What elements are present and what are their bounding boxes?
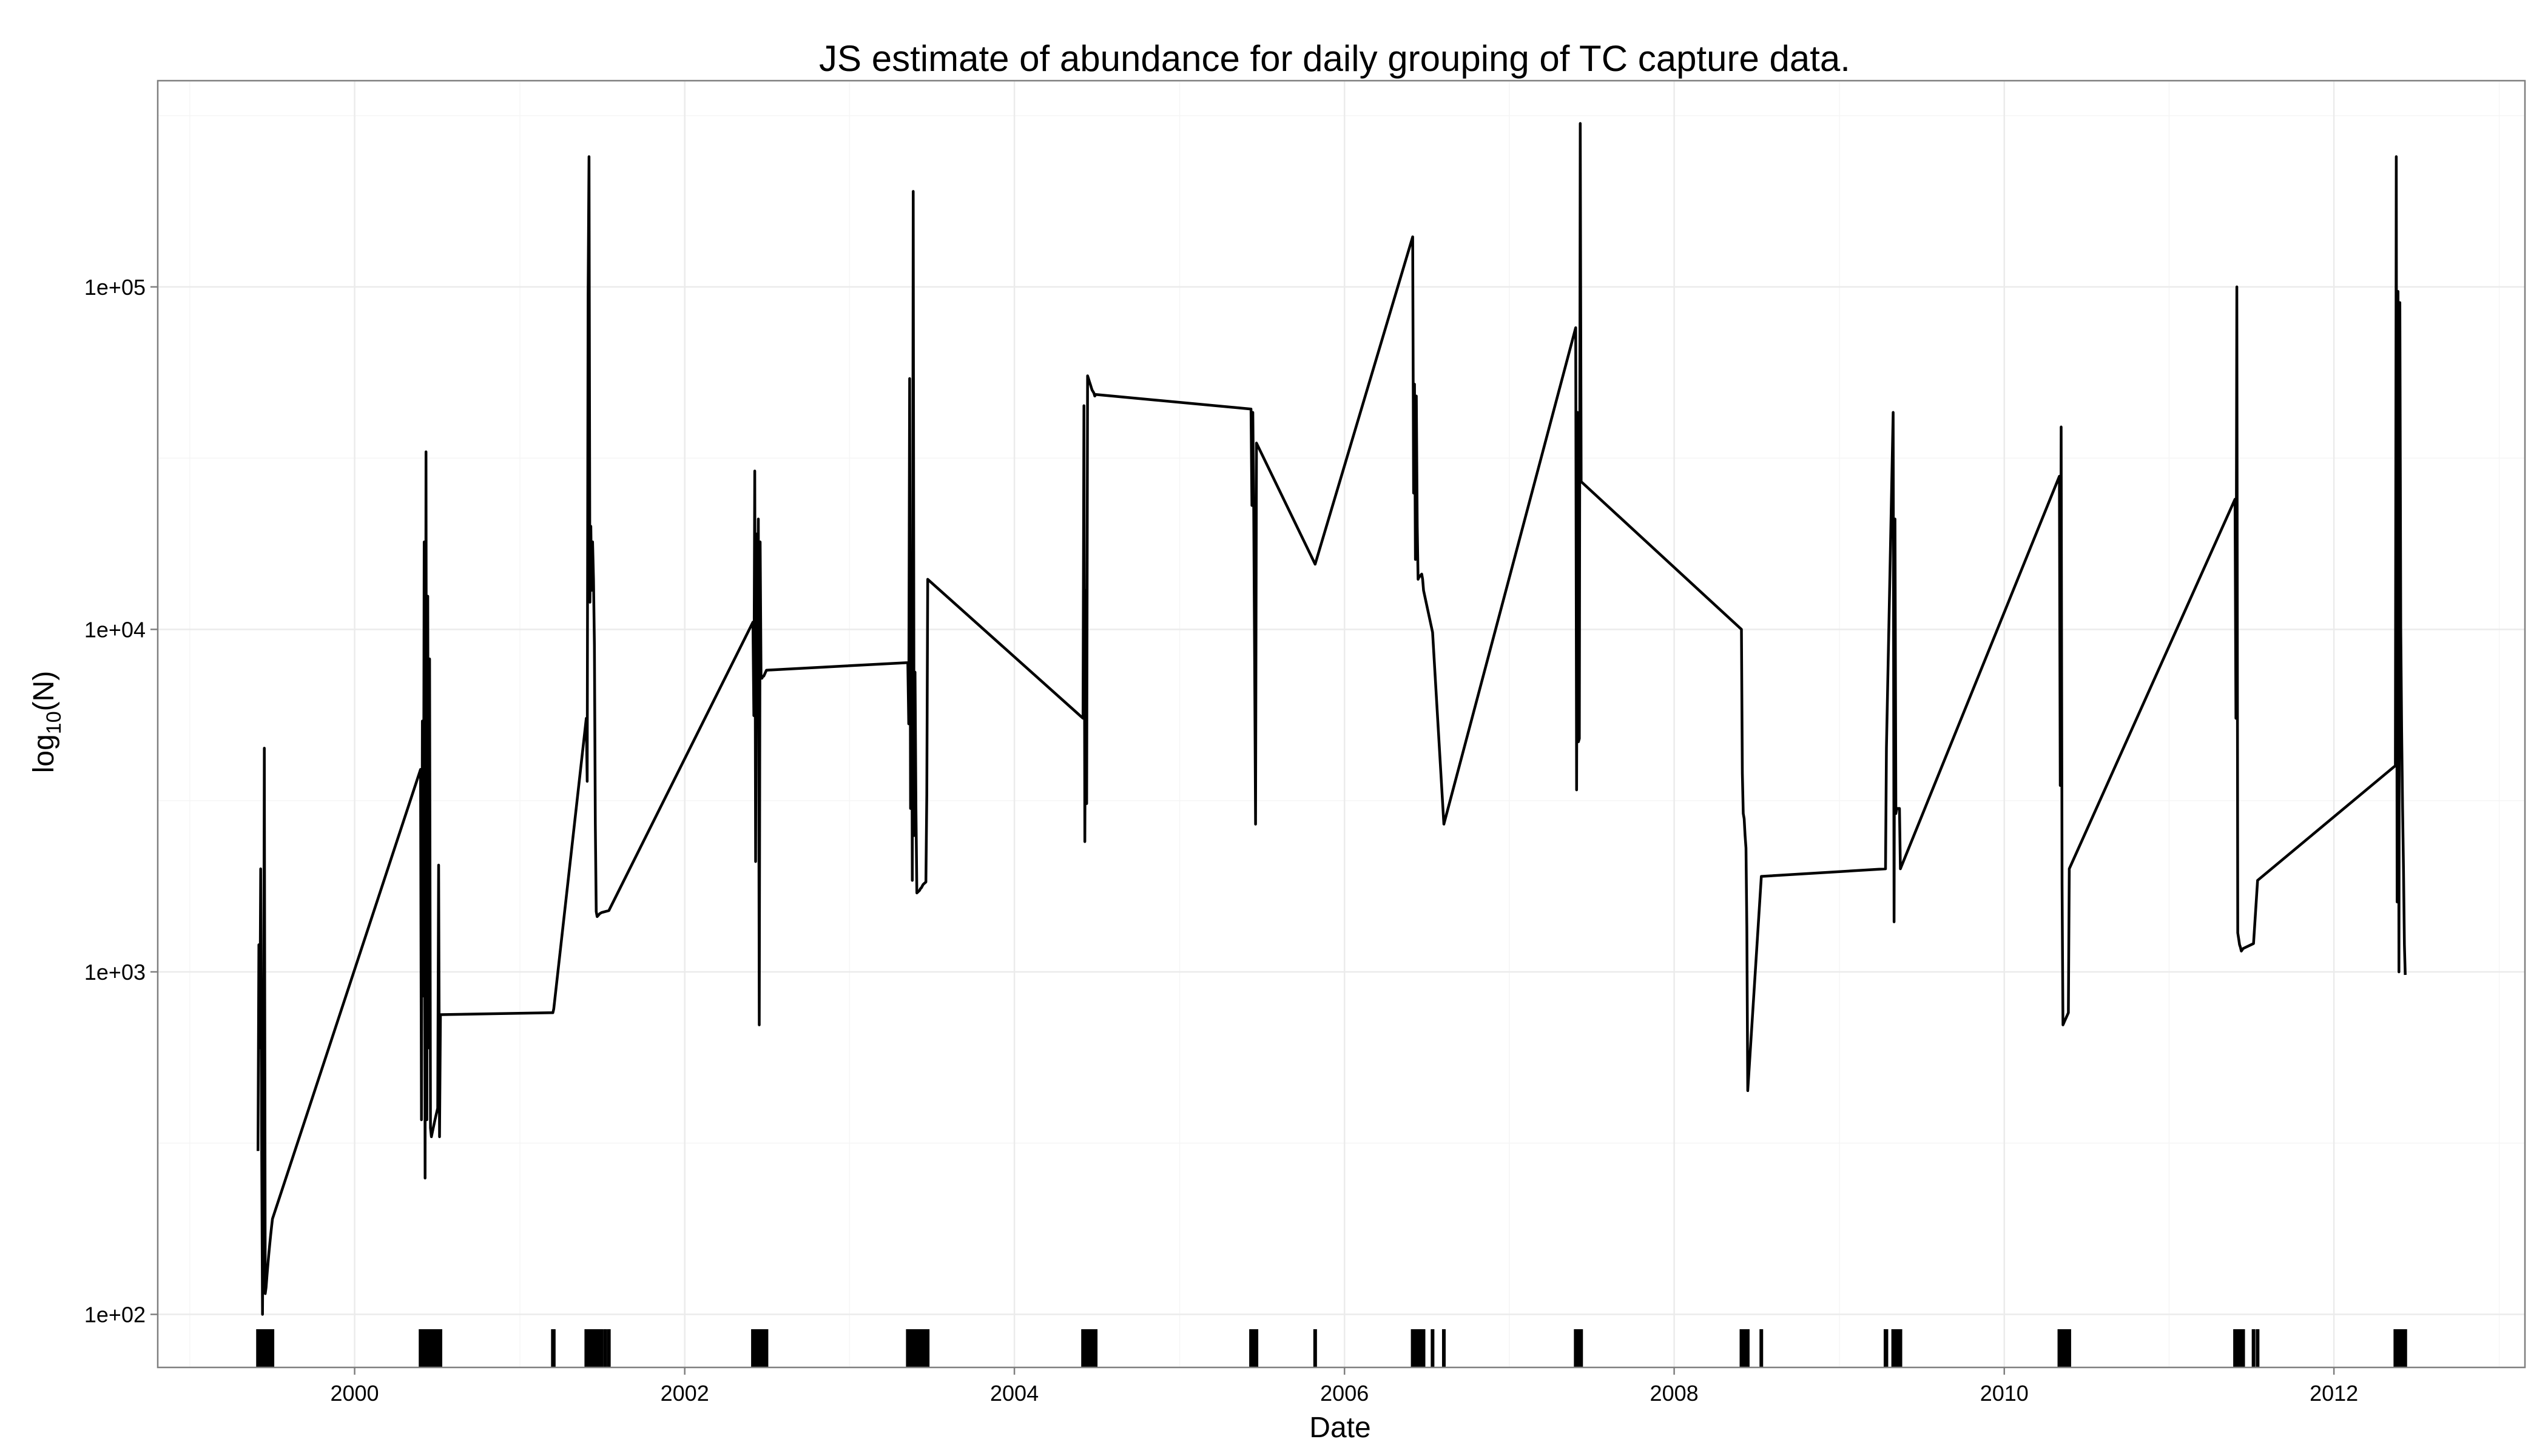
panel-border	[157, 79, 2526, 1369]
y-axis-label-subscript: 10	[42, 711, 66, 734]
x-axis-label: Date	[1309, 1412, 1370, 1444]
minor-grid	[158, 81, 2525, 1367]
x-tick-label: 2008	[1650, 1381, 1699, 1406]
y-tick-label: 1e+02	[84, 1303, 146, 1327]
y-tick-label: 1e+03	[84, 960, 146, 985]
x-tick-label: 2002	[661, 1381, 709, 1406]
y-axis-label-prefix: log	[28, 734, 60, 773]
x-axis: 2000 2002 2004 2006 2008 2010 2012	[330, 1367, 2358, 1406]
y-axis-label: log10(N)	[28, 671, 66, 774]
series-line-abundance	[257, 122, 2407, 1316]
x-tick-label: 2012	[2310, 1381, 2358, 1406]
x-tick-label: 2006	[1320, 1381, 1369, 1406]
y-axis-label-suffix: (N)	[28, 671, 60, 712]
y-tick-label: 1e+05	[84, 275, 146, 300]
rug-layer	[256, 1329, 2407, 1367]
x-tick-label: 2000	[330, 1381, 379, 1406]
x-tick-label: 2010	[1980, 1381, 2029, 1406]
plot-panel	[157, 79, 2526, 1369]
major-grid	[158, 81, 2525, 1367]
x-tick-label: 2004	[990, 1381, 1039, 1406]
y-tick-label: 1e+04	[84, 617, 146, 642]
chart-title: JS estimate of abundance for daily group…	[819, 38, 1850, 79]
y-axis: 1e+02 1e+03 1e+04 1e+05	[84, 275, 158, 1327]
